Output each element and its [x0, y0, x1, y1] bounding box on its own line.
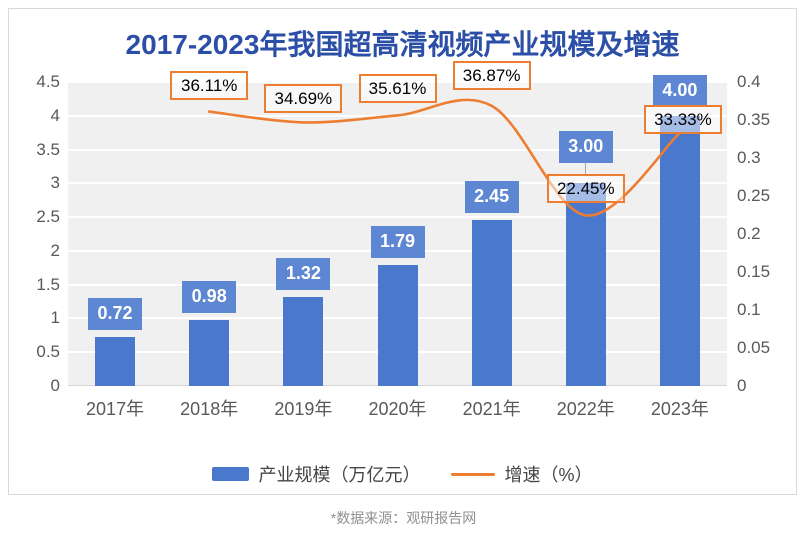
right-axis-tick: 0.25 [737, 186, 771, 205]
x-axis-label: 2023年 [650, 399, 709, 419]
left-axis-tick: 3 [50, 173, 60, 193]
x-axis-label: 2018年 [180, 399, 239, 419]
right-axis-tick: 0.3 [737, 148, 761, 167]
legend-bar-label: 产业规模（万亿元） [258, 465, 421, 485]
growth-rate-label: 35.61% [358, 73, 437, 103]
left-axis-tick: 2 [50, 240, 60, 260]
growth-rate-label: 36.11% [170, 71, 249, 101]
source-note: *数据来源：观研报告网 [330, 510, 477, 526]
chart-title: 2017-2023年我国超高清视频产业规模及增速 [125, 29, 680, 60]
bar-value-label: 4.00 [652, 74, 707, 107]
right-axis-tick: 0 [737, 376, 747, 395]
growth-rate-label: 22.45% [546, 173, 625, 203]
bar-value-label: 1.79 [370, 226, 425, 259]
right-axis-tick: 0.1 [737, 300, 761, 319]
gridline [68, 216, 727, 219]
growth-rate-label: 34.69% [264, 83, 343, 113]
bar [471, 220, 512, 386]
left-axis-tick: 1 [50, 308, 60, 328]
bar-value-label: 0.72 [88, 298, 143, 331]
legend-bar-swatch-icon [212, 467, 250, 481]
bar-value-label: 3.00 [558, 131, 613, 164]
gridline [68, 182, 727, 185]
right-axis-tick: 0.4 [737, 72, 761, 91]
growth-rate-label: 33.33% [643, 105, 722, 135]
gridline [68, 148, 727, 151]
gridline [68, 114, 727, 117]
growth-rate-label: 36.87% [452, 61, 531, 91]
x-axis-label: 2019年 [274, 399, 333, 419]
left-axis-tick: 3.5 [36, 139, 60, 159]
legend-line-swatch-icon [451, 472, 496, 476]
legend: 产业规模（万亿元） 增速（%） [9, 461, 796, 487]
x-axis-label: 2020年 [368, 399, 427, 419]
bar [659, 115, 700, 386]
right-axis-tick: 0.05 [737, 338, 771, 357]
bar [565, 183, 606, 386]
x-axis-label: 2022年 [556, 399, 615, 419]
bar-value-label: 0.98 [182, 280, 237, 313]
bar [189, 319, 230, 386]
left-axis-tick: 0.5 [36, 342, 60, 362]
right-axis-tick: 0.15 [737, 262, 771, 281]
bar [377, 265, 418, 386]
bar [283, 296, 324, 386]
left-axis-tick: 1.5 [36, 274, 60, 294]
x-axis-label: 2021年 [462, 399, 521, 419]
left-axis-tick: 4.5 [36, 72, 60, 91]
chart-card: 2017-2023年我国超高清视频产业规模及增速 产业规模（万亿元） 增速（%）… [8, 8, 797, 495]
legend-line-label: 增速（%） [504, 465, 593, 485]
left-axis-tick: 4 [50, 105, 60, 125]
left-axis-tick: 2.5 [36, 207, 60, 227]
bar [95, 337, 136, 386]
bar-value-label: 1.32 [276, 257, 331, 290]
right-axis-tick: 0.2 [737, 224, 761, 243]
x-axis-label: 2017年 [86, 399, 145, 419]
left-axis-tick: 0 [50, 376, 60, 395]
bar-value-label: 2.45 [464, 181, 519, 214]
right-axis-tick: 0.35 [737, 110, 771, 129]
label-leader-line [585, 163, 587, 174]
